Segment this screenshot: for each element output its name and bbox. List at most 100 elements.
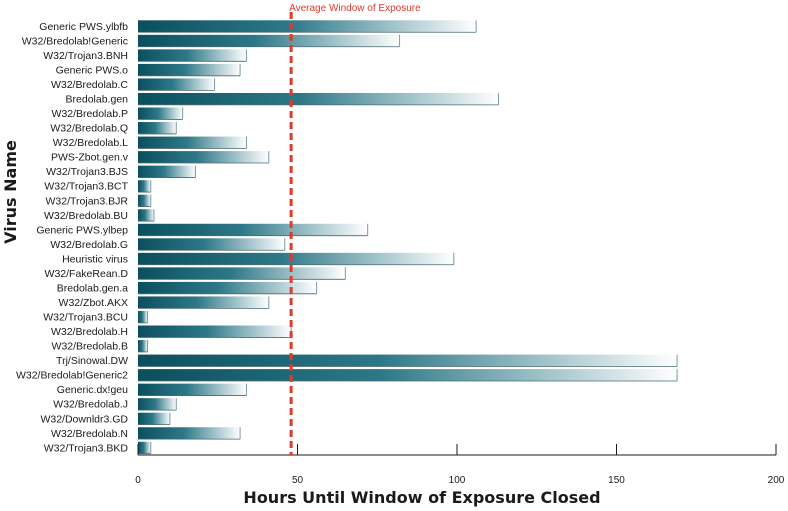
bar-group: [138, 34, 401, 48]
category-label: W32/FakeRean.D: [45, 268, 129, 280]
bar-group: [138, 63, 241, 77]
bar-group: [138, 165, 196, 178]
bar-group: [138, 92, 499, 106]
x-axis: 0 50 100 150 200: [135, 444, 785, 486]
bar-group: [138, 252, 455, 266]
bar-group: [138, 441, 152, 455]
x-tick-label: 100: [449, 475, 466, 486]
bar: [138, 441, 151, 454]
bar: [138, 340, 148, 352]
category-label: W32/Bredolab.C: [51, 79, 128, 91]
bar: [138, 354, 678, 367]
category-label: W32/Bredolab.J: [53, 399, 128, 411]
bar-group: [138, 49, 247, 62]
bar-group: [138, 369, 678, 382]
category-label: W32/Bredolab.B: [52, 341, 128, 353]
bar-group: [138, 354, 678, 367]
x-axis-title: Hours Until Window of Exposure Closed: [243, 488, 600, 507]
bar-group: [138, 136, 247, 149]
bar: [138, 78, 215, 91]
bar: [138, 223, 368, 236]
bar-group: [138, 281, 318, 295]
bar: [138, 180, 151, 193]
bar: [138, 252, 454, 265]
bar: [138, 281, 317, 294]
x-tick-label: 200: [768, 475, 785, 486]
bar-group: [138, 151, 270, 164]
category-label: W32/Bredolab.G: [50, 239, 128, 251]
bar-group: [138, 340, 149, 353]
category-label: W32/Bredolab.N: [51, 428, 128, 440]
category-label: Trj/Sinowal.DW: [56, 355, 128, 367]
bar-group: [138, 238, 286, 251]
category-label: Generic PWS.ylbep: [36, 224, 128, 236]
category-label: PWS-Zbot.gen.v: [51, 152, 129, 164]
bar-group: [138, 223, 369, 237]
bar-group: [138, 107, 184, 120]
category-labels: Generic PWS.ylbfb W32/Bredolab!Generic W32…: [16, 21, 129, 454]
y-axis-title: Virus Name: [1, 140, 20, 244]
x-tick-label: 150: [608, 475, 625, 486]
bar-group: [138, 209, 155, 222]
bar: [138, 209, 154, 222]
category-label: W32/Zbot.AKX: [59, 297, 128, 309]
bar: [138, 107, 183, 120]
average-window-label: Average Window of Exposure: [289, 3, 421, 14]
category-label: W32/Bredolab!Generic2: [16, 370, 128, 382]
bar: [138, 238, 285, 251]
bar: [138, 34, 400, 47]
category-label: Heuristic virus: [62, 253, 128, 265]
category-label: Generic PWS.ylbfb: [39, 21, 128, 33]
bar-group: [138, 20, 477, 33]
bar-group: [138, 325, 292, 338]
bar-group: [138, 310, 149, 324]
bar-group: [138, 383, 247, 396]
bar-group: [138, 398, 177, 411]
category-label: W32/Bredolab.L: [53, 137, 128, 149]
bar: [138, 369, 678, 382]
category-label: W32/Trojan3.BJR: [46, 195, 129, 207]
bar: [138, 136, 247, 149]
category-label: W32/Bredolab.P: [52, 108, 128, 120]
bar: [138, 165, 196, 178]
bar: [138, 296, 269, 309]
category-label: W32/Trojan3.BNH: [43, 50, 128, 62]
category-label: Bredolab.gen: [66, 94, 129, 106]
bar: [138, 122, 177, 134]
bar: [138, 398, 177, 411]
category-label: W32/Bredolab!Generic: [22, 35, 128, 47]
category-label: W32/Trojan3.BKD: [44, 442, 129, 454]
bar: [138, 310, 148, 323]
bar: [138, 49, 247, 62]
category-label: W32/Bredolab.Q: [50, 123, 128, 135]
bar-group: [138, 427, 241, 440]
bar-group: [138, 194, 152, 208]
bar: [138, 20, 477, 33]
category-label: W32/Downldr3.GD: [40, 413, 128, 425]
bar: [138, 194, 151, 207]
category-label: W32/Bredolab.BU: [44, 210, 128, 222]
category-label: Generic.dx!geu: [57, 384, 128, 396]
bar-group: [138, 180, 152, 193]
bar: [138, 412, 170, 425]
category-label: Bredolab.gen.a: [57, 282, 128, 294]
category-label: W32/Trojan3.BCU: [43, 312, 128, 324]
bar: [138, 325, 292, 338]
bar: [138, 92, 499, 105]
bar-group: [138, 267, 346, 280]
category-label: W32/Bredolab.H: [51, 326, 128, 338]
bar-group: [138, 78, 216, 91]
bar-group: [138, 122, 177, 135]
category-label: W32/Trojan3.BJS: [46, 166, 128, 178]
bar: [138, 267, 346, 280]
bar-group: [138, 296, 270, 309]
category-label: Generic PWS.o: [56, 64, 129, 76]
x-tick-label: 0: [135, 475, 141, 486]
x-tick-label: 50: [292, 475, 304, 486]
bar: [138, 383, 247, 396]
bar: [138, 63, 241, 76]
bar: [138, 151, 269, 164]
bars: [138, 20, 678, 455]
category-label: W32/Trojan3.BCT: [44, 181, 128, 193]
